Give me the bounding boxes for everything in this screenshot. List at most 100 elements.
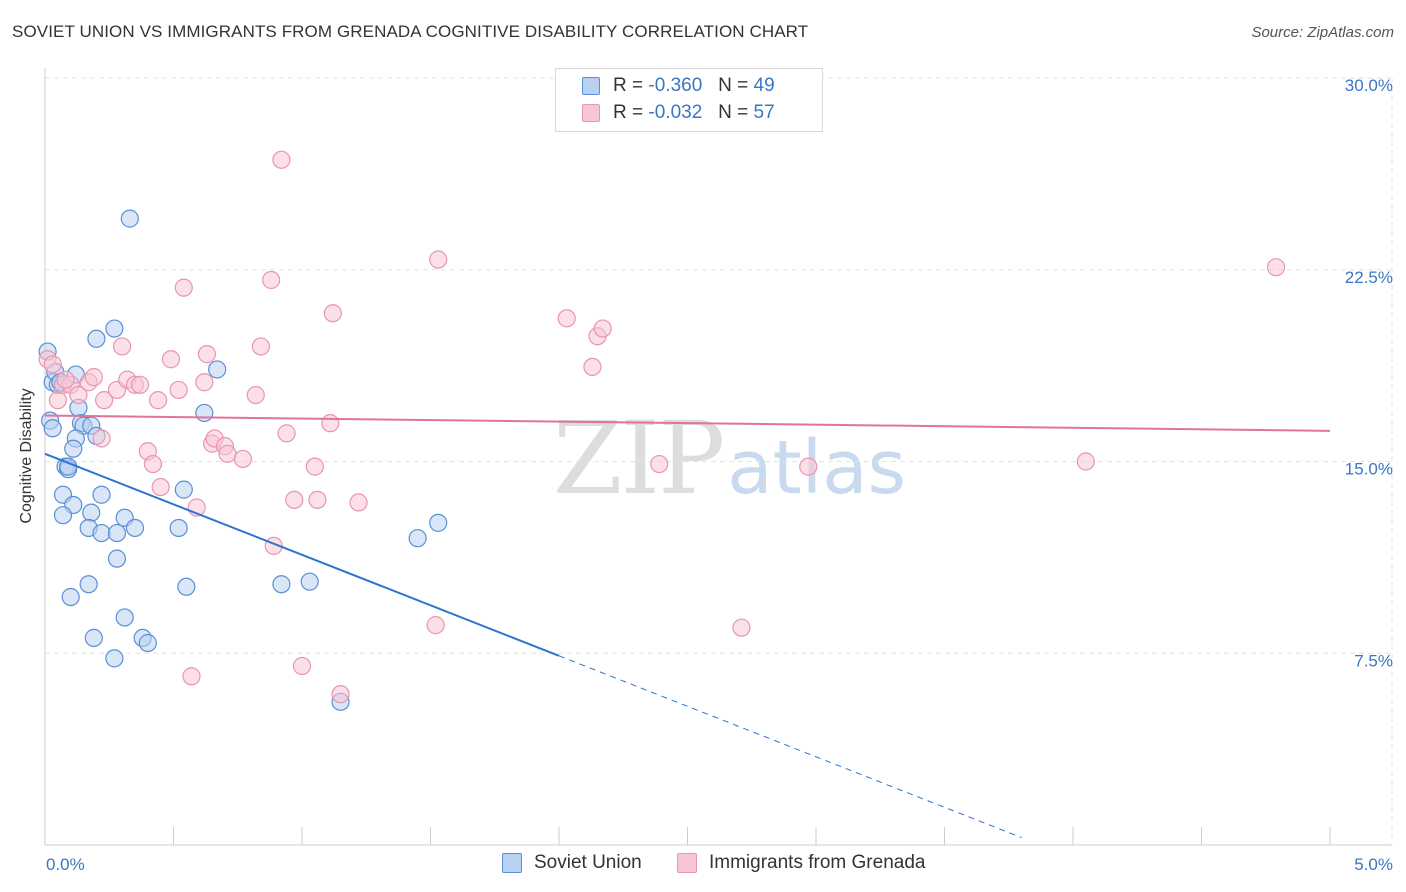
grenada-point [169, 380, 188, 400]
stat-text: R = -0.032 N = 57 [613, 101, 775, 125]
grenada-point [197, 345, 217, 364]
grenada-point [292, 656, 312, 676]
soviet-union-point [272, 575, 291, 594]
correlation-legend: R = -0.360 N = 49 R = -0.032 N = 57 [555, 68, 823, 132]
soviet-union-point [429, 513, 448, 532]
n-value: 49 [753, 75, 775, 96]
soviet-union-point [87, 329, 106, 348]
x-tick-label: 0.0% [46, 855, 85, 874]
soviet-union-point [408, 529, 427, 548]
soviet-union-point [169, 518, 188, 538]
stat-row-soviet-union: R = -0.360 N = 49 [556, 74, 822, 98]
y-tick-label: 30.0% [1345, 76, 1393, 95]
grenada-point [195, 373, 214, 392]
grenada-point [650, 454, 669, 474]
grenada-point [349, 493, 368, 512]
grenada-point [308, 490, 327, 509]
grenada-point [69, 385, 88, 405]
grenada-point [112, 337, 132, 356]
soviet-union-point [82, 503, 101, 522]
soviet-union-point [79, 575, 98, 594]
grenada-legend-swatch [677, 853, 697, 873]
r-value: -0.032 [648, 102, 703, 123]
grenada-point [429, 250, 448, 269]
soviet-union-point [107, 549, 127, 568]
chart-title: SOVIET UNION VS IMMIGRANTS FROM GRENADA … [12, 22, 809, 41]
data-points [38, 150, 1286, 711]
grenada-point [92, 429, 111, 448]
grenada-point [246, 385, 265, 405]
r-value: -0.360 [648, 75, 703, 96]
grenada-point [1076, 452, 1095, 471]
source-credit: Source: ZipAtlas.com [1251, 24, 1394, 41]
x-tick-label: 5.0% [1354, 855, 1393, 874]
soviet-union-point [43, 419, 62, 438]
grenada-point [277, 424, 296, 443]
grenada-point [732, 618, 751, 637]
grenada-point [593, 319, 612, 338]
grenada-point [48, 391, 67, 410]
grenada-point [84, 368, 103, 387]
tick-labels: 7.5% 15.0% 22.5% 30.0% 0.0% 5.0% [46, 76, 1393, 874]
grenada-point [161, 350, 181, 369]
grenada-point [148, 391, 168, 410]
soviet-union-point [92, 523, 111, 543]
soviet-union-trend-line [44, 452, 560, 657]
soviet-union-point [64, 439, 83, 458]
grenada-point [1266, 258, 1286, 277]
grenada-point [251, 337, 270, 356]
grenada-point [95, 391, 114, 410]
grenada-point [143, 454, 163, 474]
y-tick-label: 7.5% [1354, 651, 1393, 670]
stat-text: R = -0.360 N = 49 [613, 74, 775, 98]
grenada-trend-line [44, 414, 1331, 432]
soviet-union-point [208, 360, 227, 379]
soviet-union-point [174, 480, 193, 499]
soviet-union-point [53, 506, 73, 525]
grenada-point [557, 309, 576, 328]
soviet-union-point [177, 577, 196, 596]
grenada-point [321, 414, 340, 433]
grenada-point [331, 685, 350, 704]
soviet-union-point [120, 209, 139, 228]
y-tick-label: 22.5% [1345, 268, 1393, 287]
grenada-point [305, 457, 324, 476]
grenada-point [218, 444, 237, 463]
y-tick-label: 15.0% [1345, 460, 1393, 479]
stat-row-grenada: R = -0.032 N = 57 [556, 101, 822, 125]
soviet-union-swatch [582, 77, 600, 95]
grenada-point [262, 270, 281, 290]
n-value: 57 [753, 102, 775, 123]
soviet-union-trend-extension [558, 655, 1022, 839]
grenada-point [272, 150, 291, 169]
y-axis-title: Cognitive Disability [18, 388, 35, 524]
grenada-point [583, 357, 602, 377]
soviet-union-legend-swatch [502, 853, 522, 873]
grenada-point [233, 449, 252, 469]
grenada-point [43, 355, 62, 374]
soviet-union-point [125, 518, 145, 538]
soviet-union-point [300, 572, 319, 591]
grenada-point [174, 278, 193, 297]
n-label: N = [718, 75, 749, 96]
grenada-point [285, 490, 304, 509]
axes [44, 68, 1392, 846]
grenada-swatch [582, 104, 600, 122]
soviet-union-point [107, 523, 127, 543]
grenada-point [799, 457, 818, 476]
grenada-point [151, 477, 170, 497]
soviet-union-point [138, 633, 157, 653]
soviet-union-point [195, 403, 214, 423]
grenada-point [182, 667, 201, 686]
n-label: N = [718, 102, 749, 123]
r-label: R = [613, 75, 644, 96]
legend-label: Soviet Union [534, 852, 642, 873]
r-label: R = [613, 102, 644, 123]
soviet-union-point [115, 608, 134, 627]
grenada-point [323, 304, 342, 323]
grenada-point [56, 370, 75, 389]
trend-lines [44, 414, 1331, 839]
legend-label: Immigrants from Grenada [709, 852, 926, 873]
